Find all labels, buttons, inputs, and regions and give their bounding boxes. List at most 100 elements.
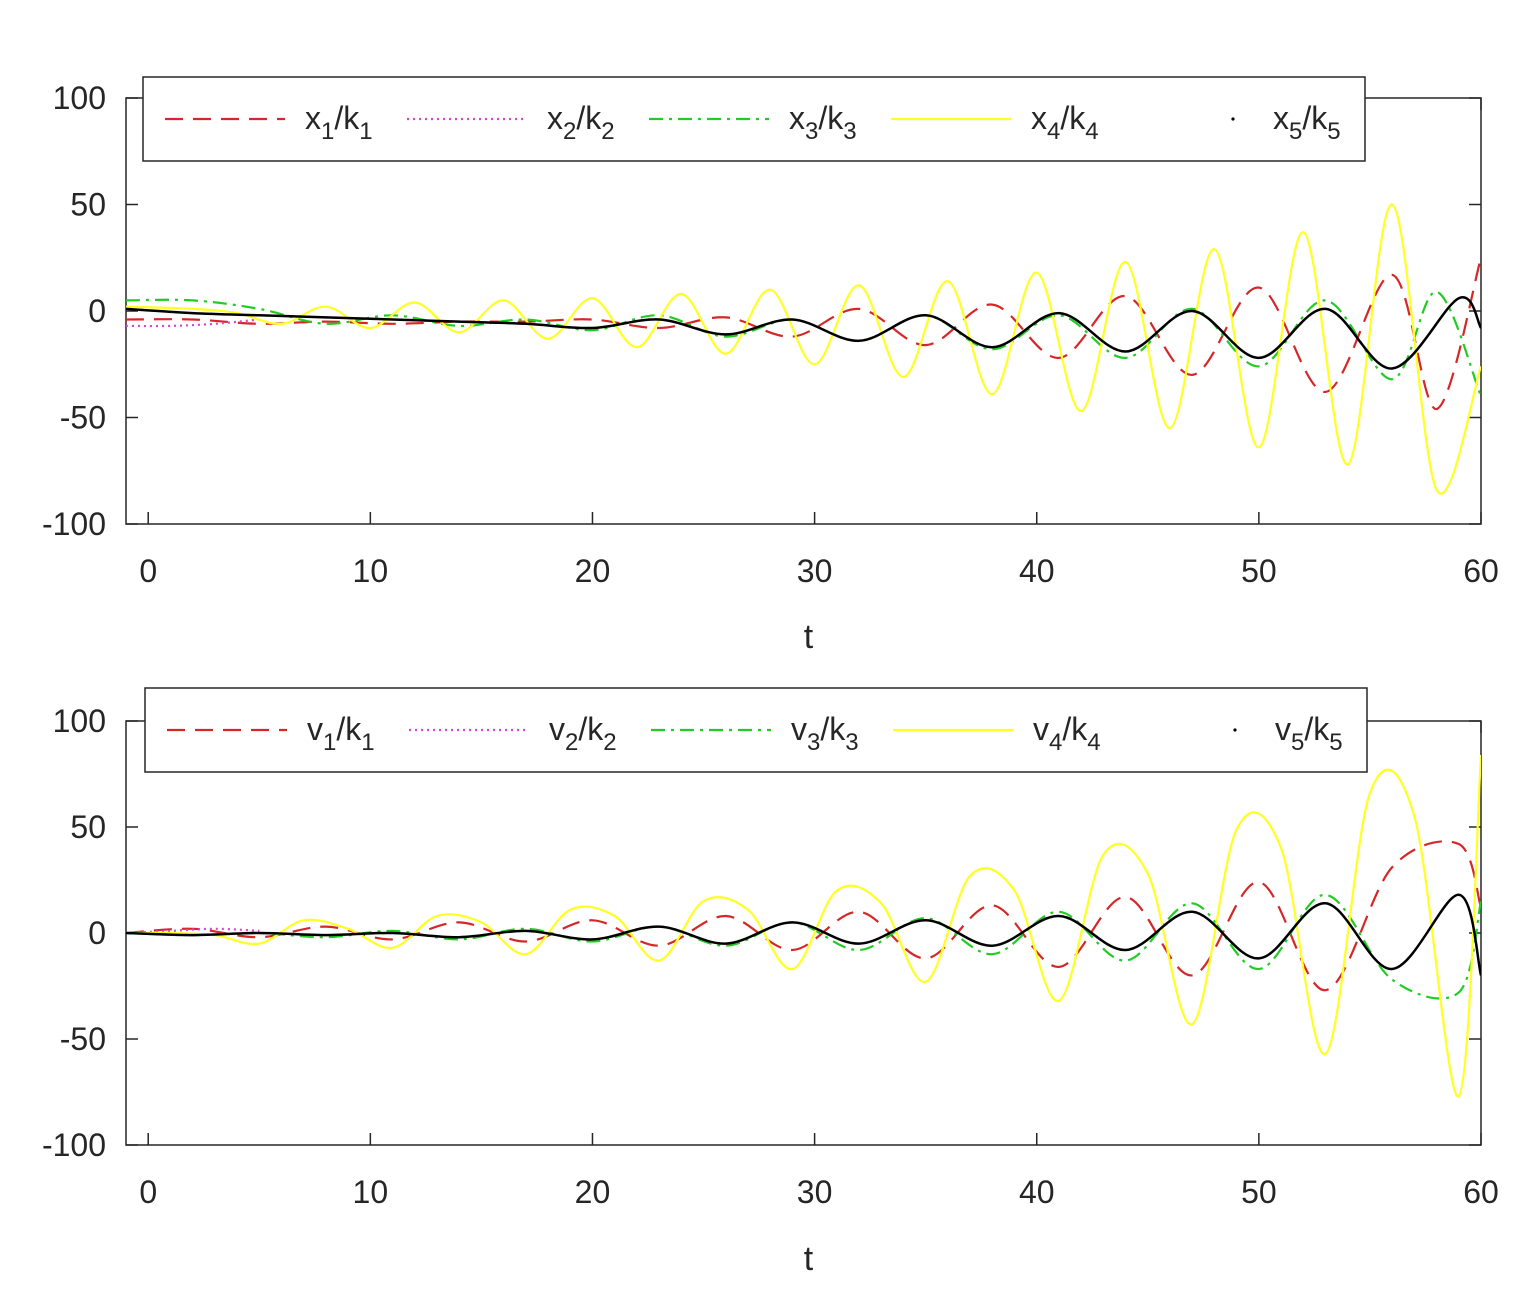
y-tick-label: 50 [70,187,106,223]
x-tick-label: 20 [575,553,611,589]
legend-box [144,687,1368,773]
legend-entry-v4: v4/k4 [893,711,1101,756]
y-tick-label: -100 [42,1127,106,1163]
legend-label-sub1: 3 [807,729,820,756]
x-axis-label: t [804,618,814,656]
x-tick-label: 10 [353,1174,389,1210]
legend-label: x4/k4 [1031,100,1099,145]
series-line-v4 [126,754,1481,1098]
x-tick-label: 10 [353,553,389,589]
legend-label-sub1: 2 [563,118,576,145]
legend: v1/k1 v2/k2 v3/k3 v4/k4 v5/k5 [144,687,1368,773]
series-line-x4 [126,203,1481,495]
series-lines [126,754,1481,1098]
y-tick-label: 0 [88,293,106,329]
y-tick-label: -100 [42,506,106,542]
legend-label: x5/k5 [1273,100,1341,145]
legend-label-base: v [1033,711,1049,747]
legend-label: v1/k1 [307,711,375,756]
legend-entry-v1: v1/k1 [167,711,375,756]
series-line-v3 [126,893,1481,1000]
y-tick-label: -50 [60,1021,106,1057]
legend-entry-v5: v5/k5 [1233,711,1343,756]
legend: x1/k1 x2/k2 x3/k3 x4/k4 x5/k5 [142,76,1366,162]
legend-label-base: x [305,100,321,136]
x-tick-label: 60 [1463,553,1499,589]
legend-label-base: x [1031,100,1047,136]
legend-label: v2/k2 [549,711,617,756]
legend-label-base: x [789,100,805,136]
legend-swatch [1233,728,1237,732]
legend-entry-x4: x4/k4 [891,100,1099,145]
legend-label-slash-k: /k [1302,100,1328,136]
legend-label-base: v [791,711,807,747]
x-tick-label: 40 [1019,553,1055,589]
legend-label: v5/k5 [1275,711,1343,756]
legend-label-sub2: 1 [361,729,374,756]
series-line-x2 [126,318,260,328]
series-lines [126,203,1481,495]
legend-label: v4/k4 [1033,711,1101,756]
legend-label-sub1: 1 [323,729,336,756]
legend-label-sub1: 4 [1047,118,1060,145]
y-tick-label: 0 [88,915,106,951]
legend-entry-x1: x1/k1 [165,100,373,145]
legend-entry-x3: x3/k3 [649,100,857,145]
y-tick-label: -50 [60,400,106,436]
legend-label-slash-k: /k [818,100,844,136]
legend-label-slash-k: /k [336,711,362,747]
series-line-v5 [126,893,1481,976]
legend-label-sub1: 4 [1049,729,1062,756]
legend-label-sub2: 5 [1329,729,1342,756]
y-tick-label: 50 [70,809,106,845]
legend-label-slash-k: /k [576,100,602,136]
y-tick-label: 100 [53,703,106,739]
legend-label-base: v [1275,711,1291,747]
legend-label-slash-k: /k [578,711,604,747]
x-tick-label: 40 [1019,1174,1055,1210]
legend-label-base: x [547,100,563,136]
legend-entry-x5: x5/k5 [1231,100,1341,145]
legend-label-slash-k: /k [820,711,846,747]
legend-label: x2/k2 [547,100,615,145]
legend-label-sub2: 2 [603,729,616,756]
x-tick-label: 20 [575,1174,611,1210]
x-tick-label: 50 [1241,553,1277,589]
legend-label-sub2: 3 [843,118,856,145]
x-tick-label: 0 [139,553,157,589]
x-tick-label: 0 [139,1174,157,1210]
legend-label-base: v [307,711,323,747]
legend-label-sub2: 4 [1087,729,1100,756]
legend-entry-x2: x2/k2 [407,100,615,145]
legend-label-sub2: 1 [359,118,372,145]
legend-label: x1/k1 [305,100,373,145]
x-tick-label: 60 [1463,1174,1499,1210]
legend-label-base: x [1273,100,1289,136]
legend-label-sub2: 4 [1085,118,1098,145]
legend-label-slash-k: /k [334,100,360,136]
series-line-x5 [126,296,1481,370]
x-axis-label: t [804,1240,814,1278]
legend-label-sub2: 3 [845,729,858,756]
legend-label-slash-k: /k [1062,711,1088,747]
legend-label: x3/k3 [789,100,857,145]
legend-label-sub2: 2 [601,118,614,145]
y-tick-label: 100 [53,80,106,116]
legend-label-sub1: 3 [805,118,818,145]
x-tick-label: 30 [797,1174,833,1210]
legend-box [142,76,1366,162]
x-tick-label: 30 [797,553,833,589]
legend-label-sub1: 5 [1291,729,1304,756]
legend-label-base: v [549,711,565,747]
legend-label-sub1: 1 [321,118,334,145]
legend-label-sub2: 5 [1327,118,1340,145]
legend-entry-v3: v3/k3 [651,711,859,756]
legend-swatch [1231,117,1235,121]
legend-label: v3/k3 [791,711,859,756]
legend-label-sub1: 2 [565,729,578,756]
legend-label-slash-k: /k [1304,711,1330,747]
